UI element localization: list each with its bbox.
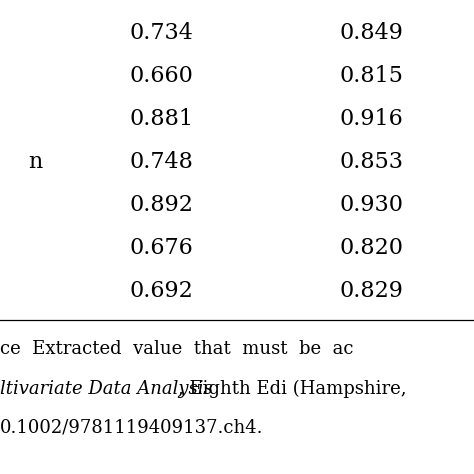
Text: 0.853: 0.853 (340, 151, 404, 173)
Text: 0.930: 0.930 (340, 194, 404, 216)
Text: 0.881: 0.881 (130, 108, 194, 130)
Text: , Eighth Edi (Hampshire,: , Eighth Edi (Hampshire, (178, 380, 406, 398)
Text: 0.815: 0.815 (340, 65, 404, 87)
Text: ltivariate Data Analysis: ltivariate Data Analysis (0, 380, 213, 398)
Text: 0.820: 0.820 (340, 237, 404, 259)
Text: 0.748: 0.748 (130, 151, 194, 173)
Text: 0.660: 0.660 (130, 65, 194, 87)
Text: 0.676: 0.676 (130, 237, 194, 259)
Text: 0.892: 0.892 (130, 194, 194, 216)
Text: ce  Extracted  value  that  must  be  ac: ce Extracted value that must be ac (0, 340, 354, 358)
Text: 0.1002/9781119409137.ch4.: 0.1002/9781119409137.ch4. (0, 418, 264, 436)
Text: 0.734: 0.734 (130, 22, 194, 44)
Text: 0.916: 0.916 (340, 108, 404, 130)
Text: 0.829: 0.829 (340, 280, 404, 302)
Text: 0.849: 0.849 (340, 22, 404, 44)
Text: 0.692: 0.692 (130, 280, 194, 302)
Text: n: n (28, 151, 42, 173)
